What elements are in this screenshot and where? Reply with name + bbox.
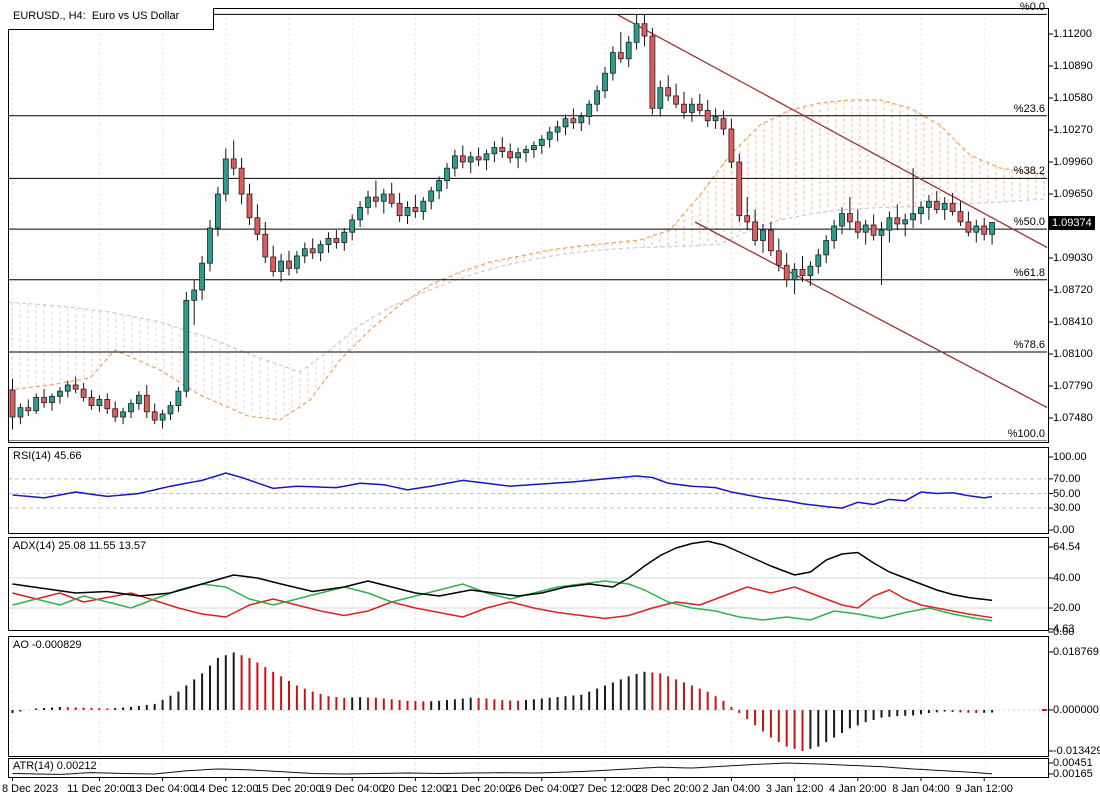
rsi-panel[interactable] (8, 447, 1049, 534)
adx-panel[interactable] (8, 537, 1049, 631)
rsi-plot (9, 472, 1047, 509)
ao-axis-label: -0.013429 (1053, 745, 1100, 757)
atr-plot (12, 762, 993, 775)
rsi-axis-label: 70.00 (1053, 472, 1081, 485)
ichimoku-cloud (9, 99, 1046, 421)
chart-title: EURUSD., H4: Euro vs US Dollar (13, 10, 180, 22)
time-axis-label: 26 Dec 04:00 (509, 783, 575, 795)
price-axis-label: 1.07790 (1053, 380, 1093, 392)
time-axis-label: 27 Dec 12:00 (572, 783, 638, 795)
ao-plot (9, 652, 1047, 752)
price-axis-label: 1.09030 (1053, 252, 1093, 264)
atr-header: ATR(14) 0.00212 (13, 760, 97, 772)
price-axis-label: 1.09650 (1053, 188, 1093, 200)
time-axis-label: 11 Dec 20:00 (67, 783, 132, 795)
rsi-axis-label: 30.00 (1053, 502, 1081, 515)
price-axis-label: 1.08410 (1053, 316, 1093, 328)
ao-axis-label: 0.000000 (1053, 704, 1099, 716)
price-axis-label: 1.10270 (1053, 124, 1093, 136)
fibonacci-label: %78.6 (1013, 338, 1045, 351)
time-axis-label: 20 Dec 12:00 (382, 783, 449, 795)
price-axis-label: 1.11200 (1053, 28, 1092, 40)
ao-header: AO -0.000829 (13, 639, 82, 651)
adx-axis-label: 64.54 (1053, 541, 1081, 553)
price-axis-label: 1.08720 (1053, 284, 1093, 296)
atr-panel[interactable] (8, 758, 1049, 778)
time-axis-label: 13 Dec 04:00 (129, 783, 196, 795)
time-axis-label: 8 Jan 04:00 (892, 783, 950, 795)
fibonacci-lines[interactable] (8, 13, 1048, 441)
time-axis-label: 9 Jan 12:00 (955, 783, 1013, 795)
rsi-vgrid (12, 448, 985, 532)
price-gridlines (9, 33, 1047, 419)
adx-axis-label: 4.63 (1053, 623, 1075, 635)
rsi-axis-label: 100.00 (1053, 451, 1087, 463)
price-axis-label: 1.07480 (1053, 412, 1093, 424)
atr-axis-label: 0.00451 (1053, 757, 1093, 769)
time-axis-label: 8 Dec 2023 (2, 783, 59, 795)
current-price-tag: 1.09374 (1049, 216, 1095, 230)
time-axis-label: 4 Jan 20:00 (829, 783, 887, 795)
time-axis-label: 28 Dec 20:00 (635, 783, 701, 795)
fibonacci-label: %0.0 (1019, 1, 1045, 14)
fibonacci-label: %50.0 (1013, 216, 1045, 229)
ao-axis-label: 0.018769 (1053, 646, 1099, 658)
adx-axis-label: 20.00 (1053, 602, 1081, 614)
time-axis-label: 19 Dec 04:00 (319, 783, 385, 795)
price-axis-label: 1.09960 (1053, 156, 1093, 168)
fibonacci-label: %61.8 (1013, 266, 1045, 279)
adx-plot (9, 540, 1047, 622)
fibonacci-label: %100.0 (1007, 428, 1045, 440)
axis-ticks (12, 33, 1053, 781)
trendlines[interactable] (617, 14, 1048, 409)
price-axis-label: 1.08100 (1053, 348, 1093, 360)
time-axis-label: 21 Dec 20:00 (445, 783, 512, 795)
fibonacci-label: %38.2 (1013, 165, 1045, 178)
price-axis-label: 1.10580 (1053, 92, 1093, 104)
atr-axis-label: 0.00165 (1053, 768, 1093, 780)
chart-title-box: EURUSD., H4: Euro vs US Dollar (8, 8, 214, 30)
time-axis-label: 14 Dec 12:00 (193, 783, 259, 795)
fibonacci-label: %23.6 (1013, 102, 1045, 115)
candles (9, 14, 995, 430)
main-panel[interactable] (8, 8, 1049, 443)
rsi-axis-label: 50.00 (1053, 487, 1081, 500)
time-axis-label: 15 Dec 20:00 (256, 783, 322, 795)
time-axis-label: 3 Jan 12:00 (765, 783, 824, 795)
rsi-header: RSI(14) 45.66 (13, 450, 82, 462)
price-axis-label: 1.10890 (1053, 60, 1093, 72)
adx-axis-label: 40.00 (1053, 572, 1081, 584)
adx-header: ADX(14) 25.08 11.55 13.57 (13, 540, 147, 552)
ao-panel[interactable] (8, 636, 1049, 757)
rsi-axis-label: 0.00 (1053, 524, 1075, 536)
time-axis-label: 2 Jan 04:00 (702, 783, 761, 795)
adx-axis-label: 0.00 (1053, 626, 1075, 638)
